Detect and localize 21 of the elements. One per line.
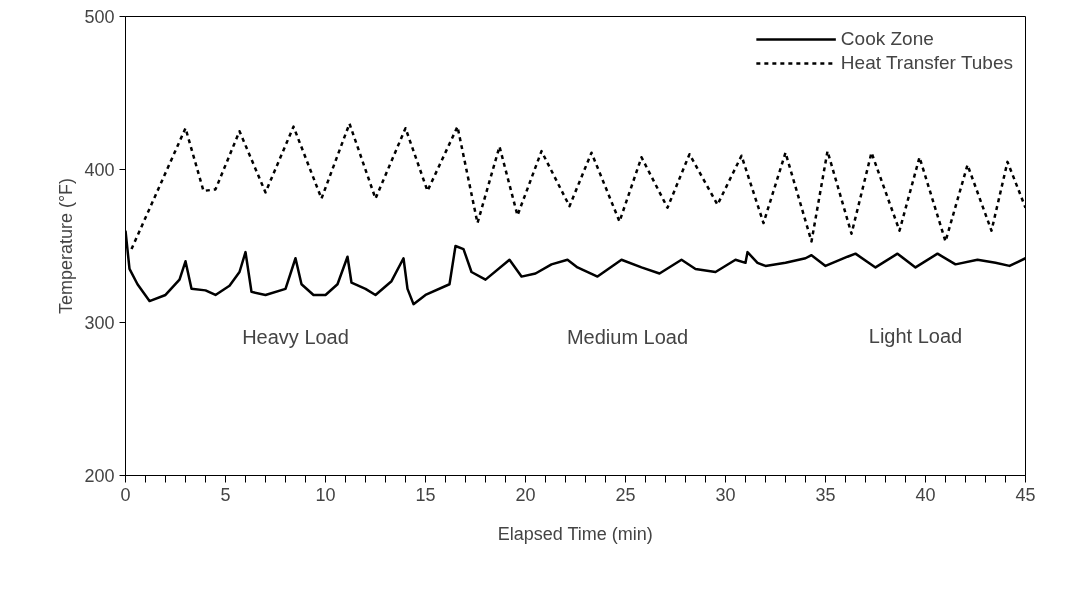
- x-tick-label: 25: [615, 484, 636, 505]
- x-tick-label: 30: [715, 484, 736, 505]
- x-tick-label: 45: [1015, 484, 1036, 505]
- x-tick-label: 0: [120, 484, 131, 505]
- y-tick-label: 400: [84, 160, 115, 180]
- legend-label: Heat Transfer Tubes: [840, 52, 1013, 74]
- y-tick-label: 300: [84, 313, 115, 333]
- x-tick-label: 35: [815, 484, 836, 505]
- annotation: Heavy Load: [242, 325, 349, 348]
- x-tick-label: 5: [220, 484, 231, 505]
- annotation: Light Load: [868, 324, 963, 347]
- y-tick-label: 500: [84, 7, 115, 27]
- x-tick-label: 10: [315, 484, 336, 505]
- x-tick-label: 40: [915, 484, 936, 505]
- legend-label: Cook Zone: [840, 28, 934, 50]
- annotation: Medium Load: [566, 325, 689, 348]
- x-tick-label: 15: [415, 484, 436, 505]
- x-tick-label: 20: [515, 484, 536, 505]
- y-axis-title: Temperature (°F): [56, 177, 77, 315]
- y-tick-label: 200: [84, 466, 115, 486]
- x-axis-title: Elapsed Time (min): [497, 523, 653, 544]
